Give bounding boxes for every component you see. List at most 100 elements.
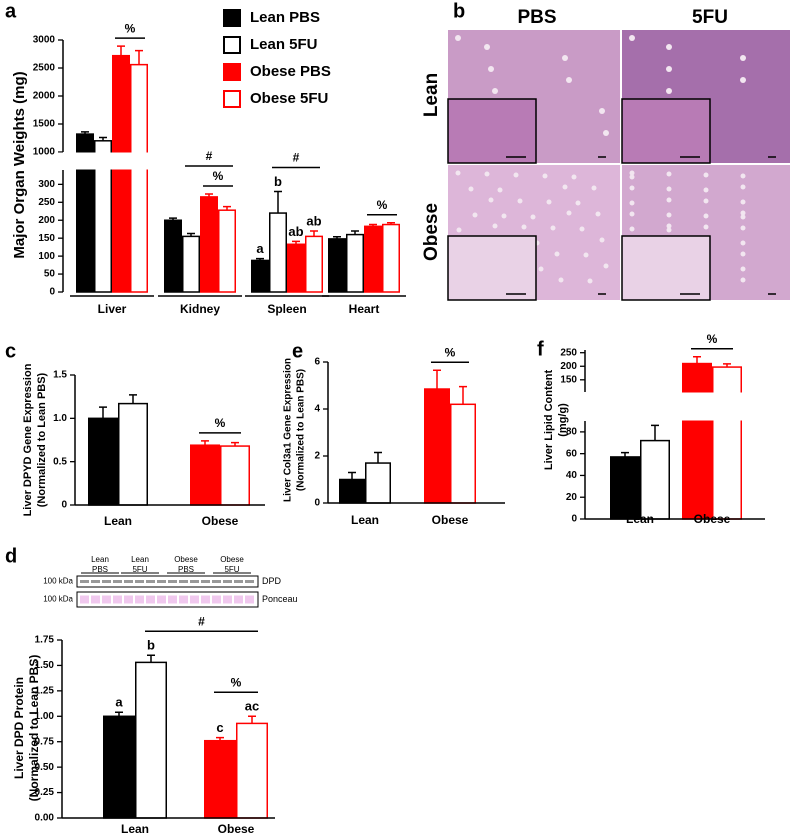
vessel <box>488 66 494 72</box>
significance-letter: b <box>274 174 282 189</box>
blot-band <box>212 595 221 604</box>
bar <box>287 243 305 293</box>
error-bar <box>433 369 441 390</box>
bar <box>424 388 450 504</box>
x-tick-label: Liver <box>98 302 127 316</box>
error-bar <box>205 193 213 197</box>
error-bar <box>216 736 224 741</box>
bar <box>130 63 148 293</box>
vessel <box>542 173 548 179</box>
error-bar <box>169 217 177 221</box>
bar <box>103 715 135 819</box>
vessel <box>501 213 507 219</box>
vessel <box>629 211 635 217</box>
bracket-label: # <box>198 614 205 628</box>
bracket-label: % <box>125 21 136 35</box>
error-bar <box>387 221 395 225</box>
y-tick-label: 0 <box>571 514 577 525</box>
y-axis-label: (Normalized to Lean PBS) <box>27 655 41 802</box>
y-tick-label: 1.5 <box>53 370 67 381</box>
blot-band <box>146 580 155 583</box>
vessel <box>740 277 746 283</box>
panel-label: d <box>5 545 17 567</box>
vessel <box>740 77 746 83</box>
blot-band <box>135 595 144 604</box>
legend-label: Obese PBS <box>250 63 331 80</box>
bracket-label: % <box>231 675 242 689</box>
bar <box>382 223 400 293</box>
y-tick-label: 1.00 <box>35 711 55 722</box>
error-bar <box>723 363 731 368</box>
x-tick-label: Obese <box>202 514 239 528</box>
blot-band <box>201 595 210 604</box>
y-tick-label: 0 <box>49 287 55 298</box>
y-tick-label: 300 <box>38 179 55 190</box>
blot-box <box>76 575 259 588</box>
bar <box>182 235 200 293</box>
vessel <box>517 198 523 204</box>
blot-band <box>80 580 89 583</box>
y-axis-label: Liver DPYD Gene Expression <box>22 363 34 516</box>
lane-label: Lean <box>91 555 109 564</box>
error-bar <box>310 230 318 237</box>
vessel <box>497 187 503 193</box>
vessel <box>703 224 709 230</box>
error-bar <box>693 356 701 364</box>
y-axis-label: Liver DPD Protein <box>12 677 26 779</box>
y-tick-label: 200 <box>560 361 577 372</box>
y-tick-label: 100 <box>38 251 55 262</box>
bar <box>218 209 236 293</box>
y-tick-label: 80 <box>566 427 578 438</box>
vessel <box>455 170 461 176</box>
y-axis-label: (Normalized to Lean PBS) <box>296 369 307 491</box>
x-tick-label: Obese <box>218 822 255 836</box>
significance-letter: c <box>216 720 223 735</box>
y-axis-label: Liver Col3a1 Gene Expression <box>283 358 294 502</box>
inset <box>621 98 711 164</box>
error-bar <box>374 451 382 464</box>
vessel <box>562 184 568 190</box>
bar <box>364 225 382 293</box>
blot-band <box>157 580 166 583</box>
vessel <box>513 172 519 178</box>
vessel <box>558 277 564 283</box>
vessel <box>521 224 527 230</box>
error-bar <box>81 131 89 135</box>
vessel <box>492 223 498 229</box>
vessel <box>575 200 581 206</box>
significance-letter: b <box>147 638 155 653</box>
vessel <box>484 44 490 50</box>
blot-band <box>102 595 111 604</box>
y-tick-label: 40 <box>566 470 578 481</box>
y-tick-label: 60 <box>566 448 578 459</box>
lane-label: Lean <box>131 555 149 564</box>
blot-row-label: DPD <box>262 576 282 586</box>
error-bar <box>351 230 359 235</box>
bar <box>118 402 148 506</box>
x-tick-label: Lean <box>351 513 379 527</box>
lane-label: PBS <box>178 565 194 574</box>
blot-band <box>179 595 188 604</box>
bracket-label: % <box>377 198 388 212</box>
y-tick-label: 3000 <box>33 35 56 46</box>
y-tick-label: 2000 <box>33 91 56 102</box>
y-tick-label: 1.0 <box>53 413 67 424</box>
inset <box>447 235 537 301</box>
significance-letter: a <box>115 695 123 710</box>
significance-letter: ac <box>245 699 259 714</box>
error-bar <box>187 232 195 237</box>
error-bar <box>129 394 137 404</box>
legend-swatch <box>223 9 241 27</box>
column-label: 5FU <box>692 7 728 28</box>
vessel <box>740 173 746 179</box>
panel-label: a <box>5 0 17 22</box>
bar <box>135 661 167 819</box>
bar <box>640 439 670 520</box>
blot-band <box>91 595 100 604</box>
error-bar <box>223 205 231 211</box>
vessel <box>703 213 709 219</box>
vessel <box>455 35 461 41</box>
legend-swatch <box>223 90 241 108</box>
bar <box>682 362 712 520</box>
blot-band <box>135 580 144 583</box>
